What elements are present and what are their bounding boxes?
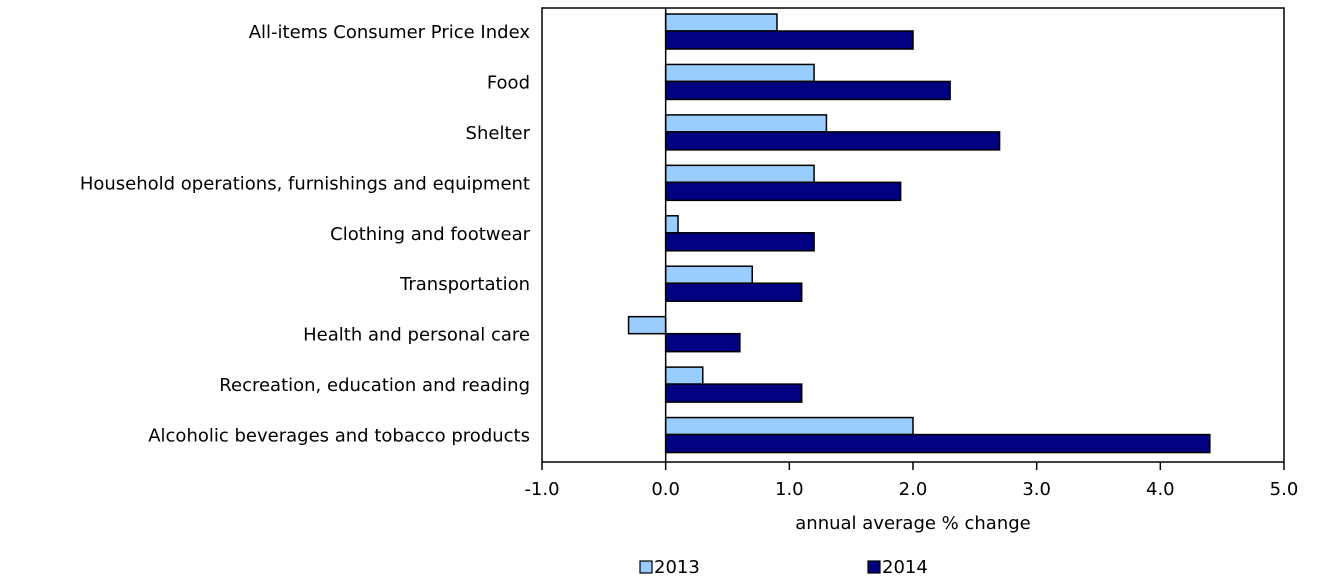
- bar: [664, 114, 828, 133]
- bar: [664, 366, 704, 385]
- y-tick-label: Food: [487, 72, 530, 93]
- y-tick-label: Alcoholic beverages and tobacco products: [148, 426, 530, 447]
- x-tick-label: 4.0: [1146, 479, 1175, 500]
- legend-swatch: [867, 560, 881, 574]
- legend-label: 2013: [654, 557, 700, 578]
- bar: [664, 265, 753, 284]
- legend-swatch: [639, 560, 653, 574]
- y-tick-label: All-items Consumer Price Index: [249, 22, 531, 43]
- bar: [627, 315, 667, 335]
- legend-label: 2014: [882, 557, 928, 578]
- x-tick-label: 0.0: [651, 479, 680, 500]
- bar: [664, 383, 803, 403]
- bar: [664, 332, 741, 353]
- bar: [664, 215, 679, 234]
- bar: [664, 282, 803, 302]
- bar: [664, 433, 1211, 454]
- plot-frame: [541, 7, 1285, 463]
- y-tick-label: Shelter: [466, 123, 531, 144]
- y-tick-label: Transportation: [399, 274, 530, 295]
- bar: [664, 416, 914, 436]
- x-tick-label: 5.0: [1270, 479, 1299, 500]
- x-tick-label: 2.0: [899, 479, 928, 500]
- y-tick-label: Clothing and footwear: [330, 224, 530, 245]
- bar: [664, 13, 778, 32]
- bar: [664, 131, 1001, 151]
- bar: [664, 80, 951, 101]
- bar: [664, 232, 815, 252]
- x-axis-label: annual average % change: [795, 513, 1031, 534]
- y-tick-label: Household operations, furnishings and eq…: [80, 173, 530, 194]
- x-tick-label: 3.0: [1022, 479, 1051, 500]
- y-tick-label: Recreation, education and reading: [219, 375, 530, 396]
- bar: [664, 181, 902, 202]
- bar: [664, 164, 815, 184]
- bar: [664, 63, 815, 83]
- y-tick-label: Health and personal care: [303, 325, 530, 346]
- x-tick-label: -1.0: [524, 479, 559, 500]
- bar: [664, 30, 914, 50]
- x-tick-label: 1.0: [775, 479, 804, 500]
